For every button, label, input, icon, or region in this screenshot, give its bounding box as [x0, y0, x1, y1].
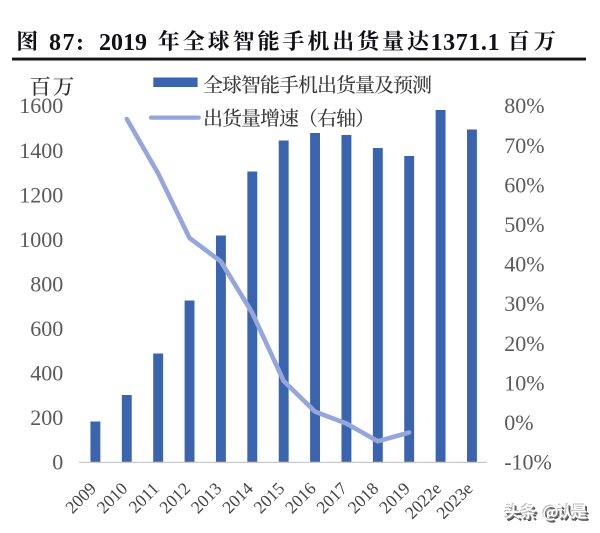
svg-text:80%: 80% — [504, 93, 544, 118]
svg-text:1200: 1200 — [19, 182, 63, 207]
svg-text:0: 0 — [52, 450, 63, 475]
svg-text:1000: 1000 — [19, 227, 63, 252]
svg-text:800: 800 — [30, 271, 63, 296]
svg-text:2019: 2019 — [99, 30, 147, 56]
svg-text:60%: 60% — [504, 172, 544, 197]
svg-text:1371.1: 1371.1 — [431, 30, 501, 56]
svg-text:0%: 0% — [504, 410, 533, 435]
svg-text:30%: 30% — [504, 291, 544, 316]
svg-text:20%: 20% — [504, 331, 544, 356]
svg-text:400: 400 — [30, 361, 63, 386]
svg-text:40%: 40% — [504, 252, 544, 277]
svg-text:600: 600 — [30, 316, 63, 341]
svg-text:87:: 87: — [49, 30, 86, 56]
svg-text:70%: 70% — [504, 133, 544, 158]
svg-text:1600: 1600 — [19, 93, 63, 118]
svg-text:50%: 50% — [504, 212, 544, 237]
svg-text:10%: 10% — [504, 370, 544, 395]
svg-text:-10%: -10% — [504, 450, 552, 475]
svg-text:200: 200 — [30, 405, 63, 430]
svg-text:1400: 1400 — [19, 138, 63, 163]
